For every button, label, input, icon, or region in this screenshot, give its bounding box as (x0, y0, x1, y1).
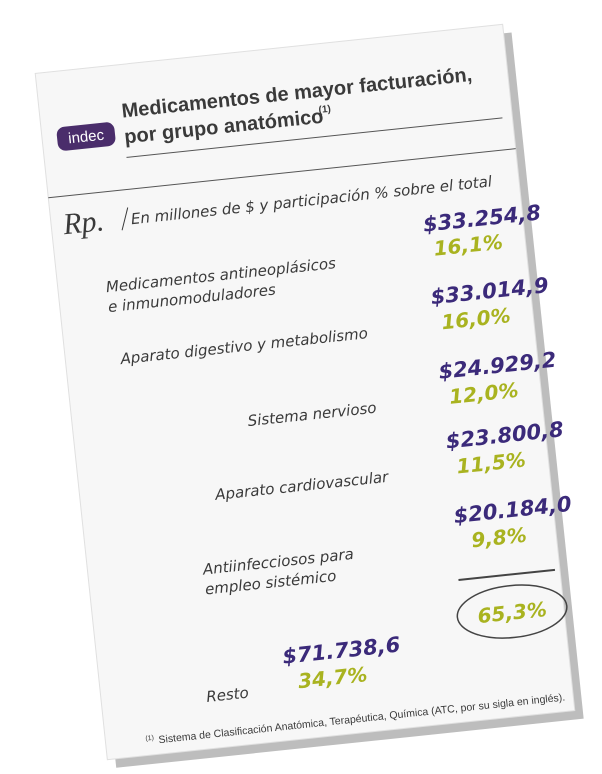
footnote-mark: (1) (145, 735, 154, 743)
total-circle (456, 584, 568, 639)
logo-text: indec (67, 127, 105, 148)
rule (126, 117, 503, 158)
rule (48, 148, 516, 199)
note-mark: (1) (318, 104, 331, 116)
rx: Rp. (60, 204, 105, 241)
item-share: 9,8% (470, 523, 528, 553)
logo (56, 122, 116, 151)
slash (121, 207, 129, 231)
sum-line (458, 568, 556, 581)
rest-label: Resto (205, 684, 249, 706)
paper (34, 23, 576, 761)
